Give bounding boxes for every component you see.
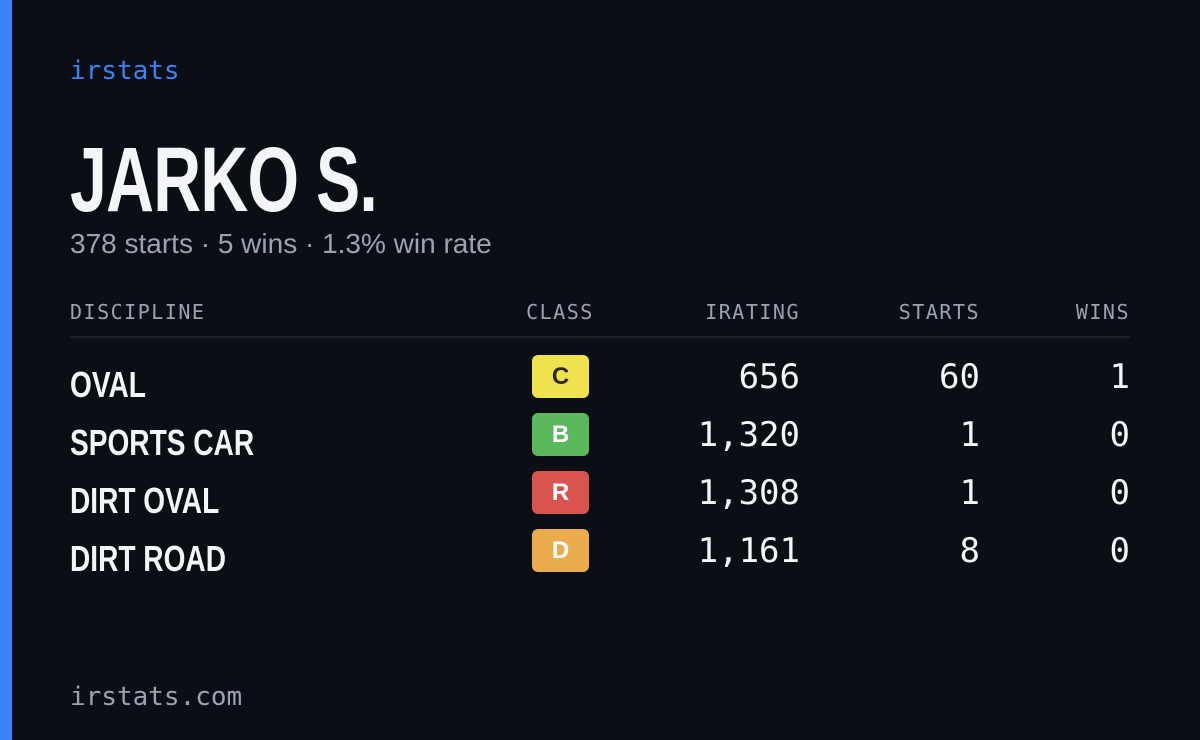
- class-badge: D: [532, 529, 589, 572]
- stat-value: 1,161: [697, 531, 800, 571]
- stat-value: 0: [1109, 473, 1130, 513]
- driver-name: JARKO S.: [70, 129, 378, 231]
- discipline: DIRT OVAL: [70, 480, 220, 521]
- column-header: DISCIPLINE: [70, 300, 206, 324]
- column-header: WINS: [1075, 300, 1130, 324]
- column-header: CLASS: [526, 300, 594, 324]
- stat-value: 60: [939, 357, 980, 397]
- header-rule: [70, 336, 1130, 338]
- discipline: SPORTS CAR: [70, 422, 255, 463]
- column-header: IRATING: [705, 300, 800, 324]
- stat-value: 1,308: [697, 473, 800, 513]
- stat-value: 656: [738, 357, 800, 397]
- accent-bar: [0, 0, 12, 740]
- class-badge: B: [532, 413, 589, 456]
- stat-value: 1,320: [697, 415, 800, 455]
- stat-value: 0: [1109, 531, 1130, 571]
- class-badge: R: [532, 471, 589, 514]
- stat-value: 8: [959, 531, 980, 571]
- stat-value: 1: [959, 415, 980, 455]
- stat-value: 1: [1109, 357, 1130, 397]
- stat-value: 0: [1109, 415, 1130, 455]
- stat-value: 1: [959, 473, 980, 513]
- column-header: STARTS: [898, 300, 980, 324]
- class-badge: C: [532, 355, 589, 398]
- discipline: DIRT ROAD: [70, 538, 226, 579]
- discipline: OVAL: [70, 364, 146, 405]
- driver-summary: 378 starts · 5 wins · 1.3% win rate: [70, 228, 492, 259]
- brand: irstats: [70, 56, 180, 86]
- footer: irstats.com: [70, 682, 243, 712]
